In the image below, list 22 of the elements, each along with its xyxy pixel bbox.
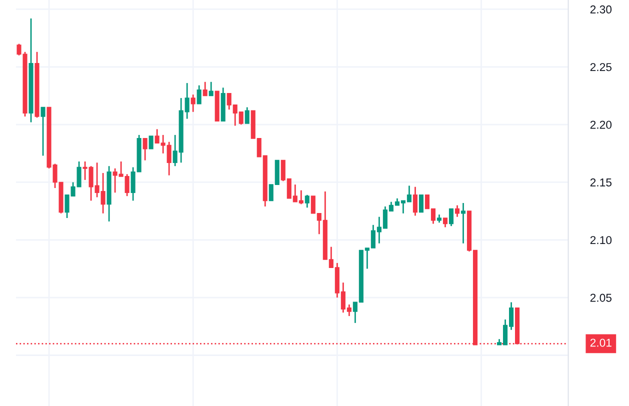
candlestick [142,138,148,162]
candlestick [244,106,250,124]
candlestick [460,202,466,244]
candlestick [202,81,208,96]
y-tick-label: 2.05 [590,294,612,302]
y-tick-label: 2.15 [590,178,612,186]
candlestick [442,217,448,228]
candlestick [40,106,46,156]
y-tick-label: 2.25 [590,63,612,72]
y-tick-label: 2.30 [590,5,612,14]
ref-line-label: 2.01 [590,338,612,347]
y-tick-label: 2.20 [590,120,612,129]
y-tick-label: 2.10 [590,236,612,244]
candlestick [148,136,154,150]
candlestick [412,186,418,216]
candlestick [190,94,196,113]
candlestick [196,84,202,104]
candlestick [418,194,424,213]
candlestick [208,81,214,96]
candlestick [304,194,310,208]
candlestick [454,204,460,218]
candlestick [448,208,454,227]
